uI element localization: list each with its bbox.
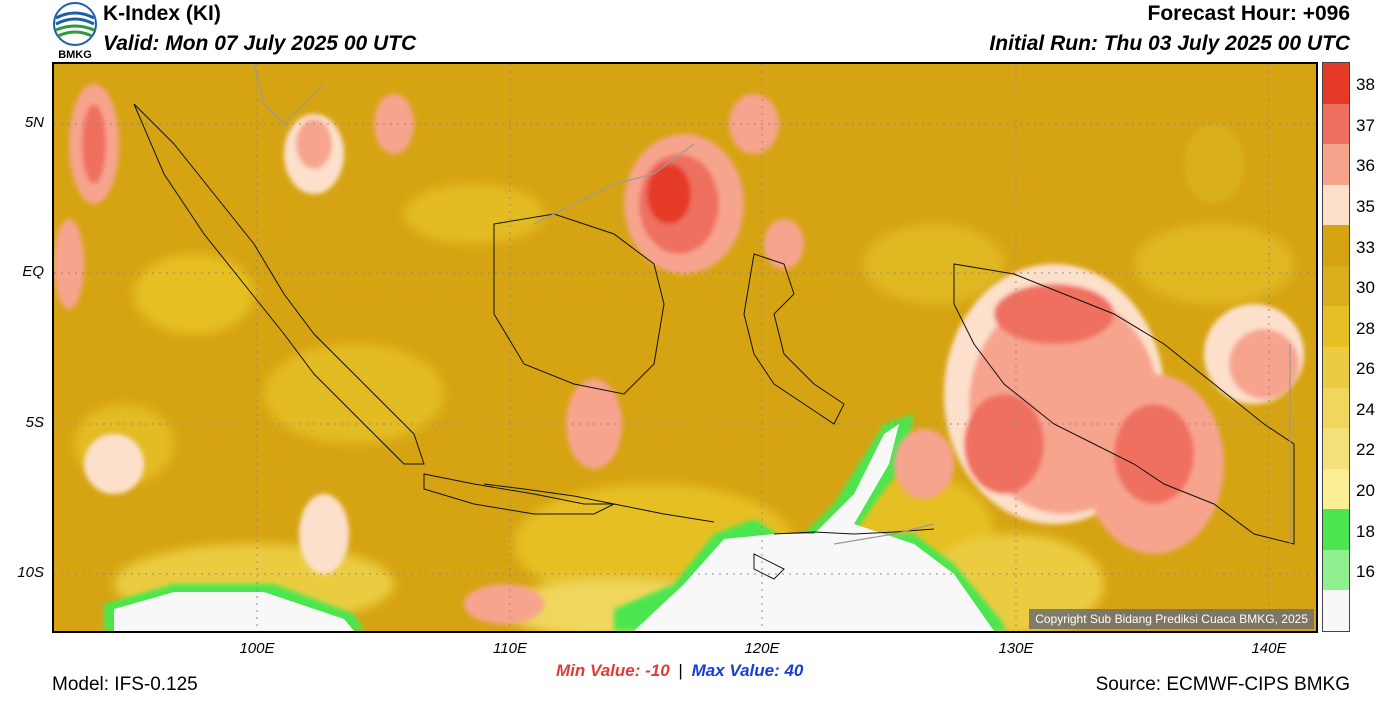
graticule bbox=[54, 64, 1316, 631]
colorbar-segment bbox=[1323, 347, 1349, 389]
colorbar-label: 38 bbox=[1356, 75, 1375, 95]
colorbar-label: 37 bbox=[1356, 115, 1375, 135]
colorbar-label: 20 bbox=[1356, 481, 1375, 500]
colorbar-label: 35 bbox=[1356, 197, 1375, 216]
colorbar-label: 22 bbox=[1356, 440, 1375, 460]
colorbar-label: 26 bbox=[1356, 359, 1375, 379]
lon-label-120e: 120E bbox=[744, 640, 780, 657]
colorbar-segment bbox=[1323, 184, 1349, 226]
colorbar-segment bbox=[1323, 144, 1349, 186]
lon-label-130e: 130E bbox=[998, 640, 1034, 657]
colorbar bbox=[1322, 62, 1350, 632]
colorbar-segment bbox=[1323, 549, 1349, 591]
valid-time: Valid: Mon 07 July 2025 00 UTC bbox=[103, 32, 417, 55]
copyright-notice: Copyright Sub Bidang Prediksi Cuaca BMKG… bbox=[1029, 609, 1314, 629]
bmkg-logo-icon bbox=[53, 2, 97, 46]
colorbar-segment bbox=[1323, 590, 1349, 632]
dry-zones bbox=[104, 414, 1004, 631]
min-max-summary: Min Value: -10 | Max Value: 40 bbox=[556, 661, 803, 681]
colorbar-label: 24 bbox=[1356, 399, 1375, 419]
min-value: Min Value: -10 bbox=[556, 661, 670, 680]
colorbar-segment bbox=[1323, 103, 1349, 145]
colorbar-segment bbox=[1323, 509, 1349, 551]
lon-label-100e: 100E bbox=[239, 640, 275, 657]
colorbar-label: 36 bbox=[1356, 156, 1375, 176]
lat-label-eq: EQ bbox=[22, 263, 44, 280]
logo-text: BMKG bbox=[58, 49, 92, 61]
source-label: Source: ECMWF-CIPS BMKG bbox=[1095, 674, 1350, 695]
colorbar-segment bbox=[1323, 387, 1349, 429]
colorbar-segment bbox=[1323, 306, 1349, 348]
lat-label-5n: 5N bbox=[24, 114, 44, 131]
colorbar-segment bbox=[1323, 265, 1349, 307]
colorbar-label: 28 bbox=[1356, 318, 1375, 338]
colorbar-segment bbox=[1323, 225, 1349, 267]
k-index-map: Copyright Sub Bidang Prediksi Cuaca BMKG… bbox=[52, 62, 1318, 633]
chart-title: K-Index (KI) bbox=[103, 2, 221, 25]
colorbar-label: 30 bbox=[1356, 278, 1375, 298]
lat-label-5s: 5S bbox=[25, 414, 44, 431]
colorbar-segment bbox=[1323, 428, 1349, 470]
coastlines bbox=[133, 103, 1295, 580]
colorbar-label: 18 bbox=[1356, 521, 1375, 541]
colorbar-label: 33 bbox=[1356, 237, 1375, 257]
max-value: Max Value: 40 bbox=[691, 661, 804, 680]
bmkg-logo: BMKG bbox=[52, 2, 98, 61]
model-label: Model: IFS-0.125 bbox=[52, 674, 198, 695]
colorbar-segment bbox=[1323, 468, 1349, 510]
lat-label-10s: 10S bbox=[17, 564, 44, 581]
stat-separator: | bbox=[678, 661, 683, 680]
initial-run: Initial Run: Thu 03 July 2025 00 UTC bbox=[989, 32, 1350, 55]
forecast-hour: Forecast Hour: +096 bbox=[1147, 2, 1351, 25]
lon-label-110e: 110E bbox=[493, 640, 527, 657]
colorbar-segment bbox=[1323, 63, 1349, 105]
high-index-zones bbox=[54, 84, 1304, 624]
borders bbox=[253, 64, 1291, 545]
map-field bbox=[54, 64, 1316, 631]
lon-label-140e: 140E bbox=[1251, 640, 1287, 657]
colorbar-label: 16 bbox=[1356, 562, 1375, 582]
